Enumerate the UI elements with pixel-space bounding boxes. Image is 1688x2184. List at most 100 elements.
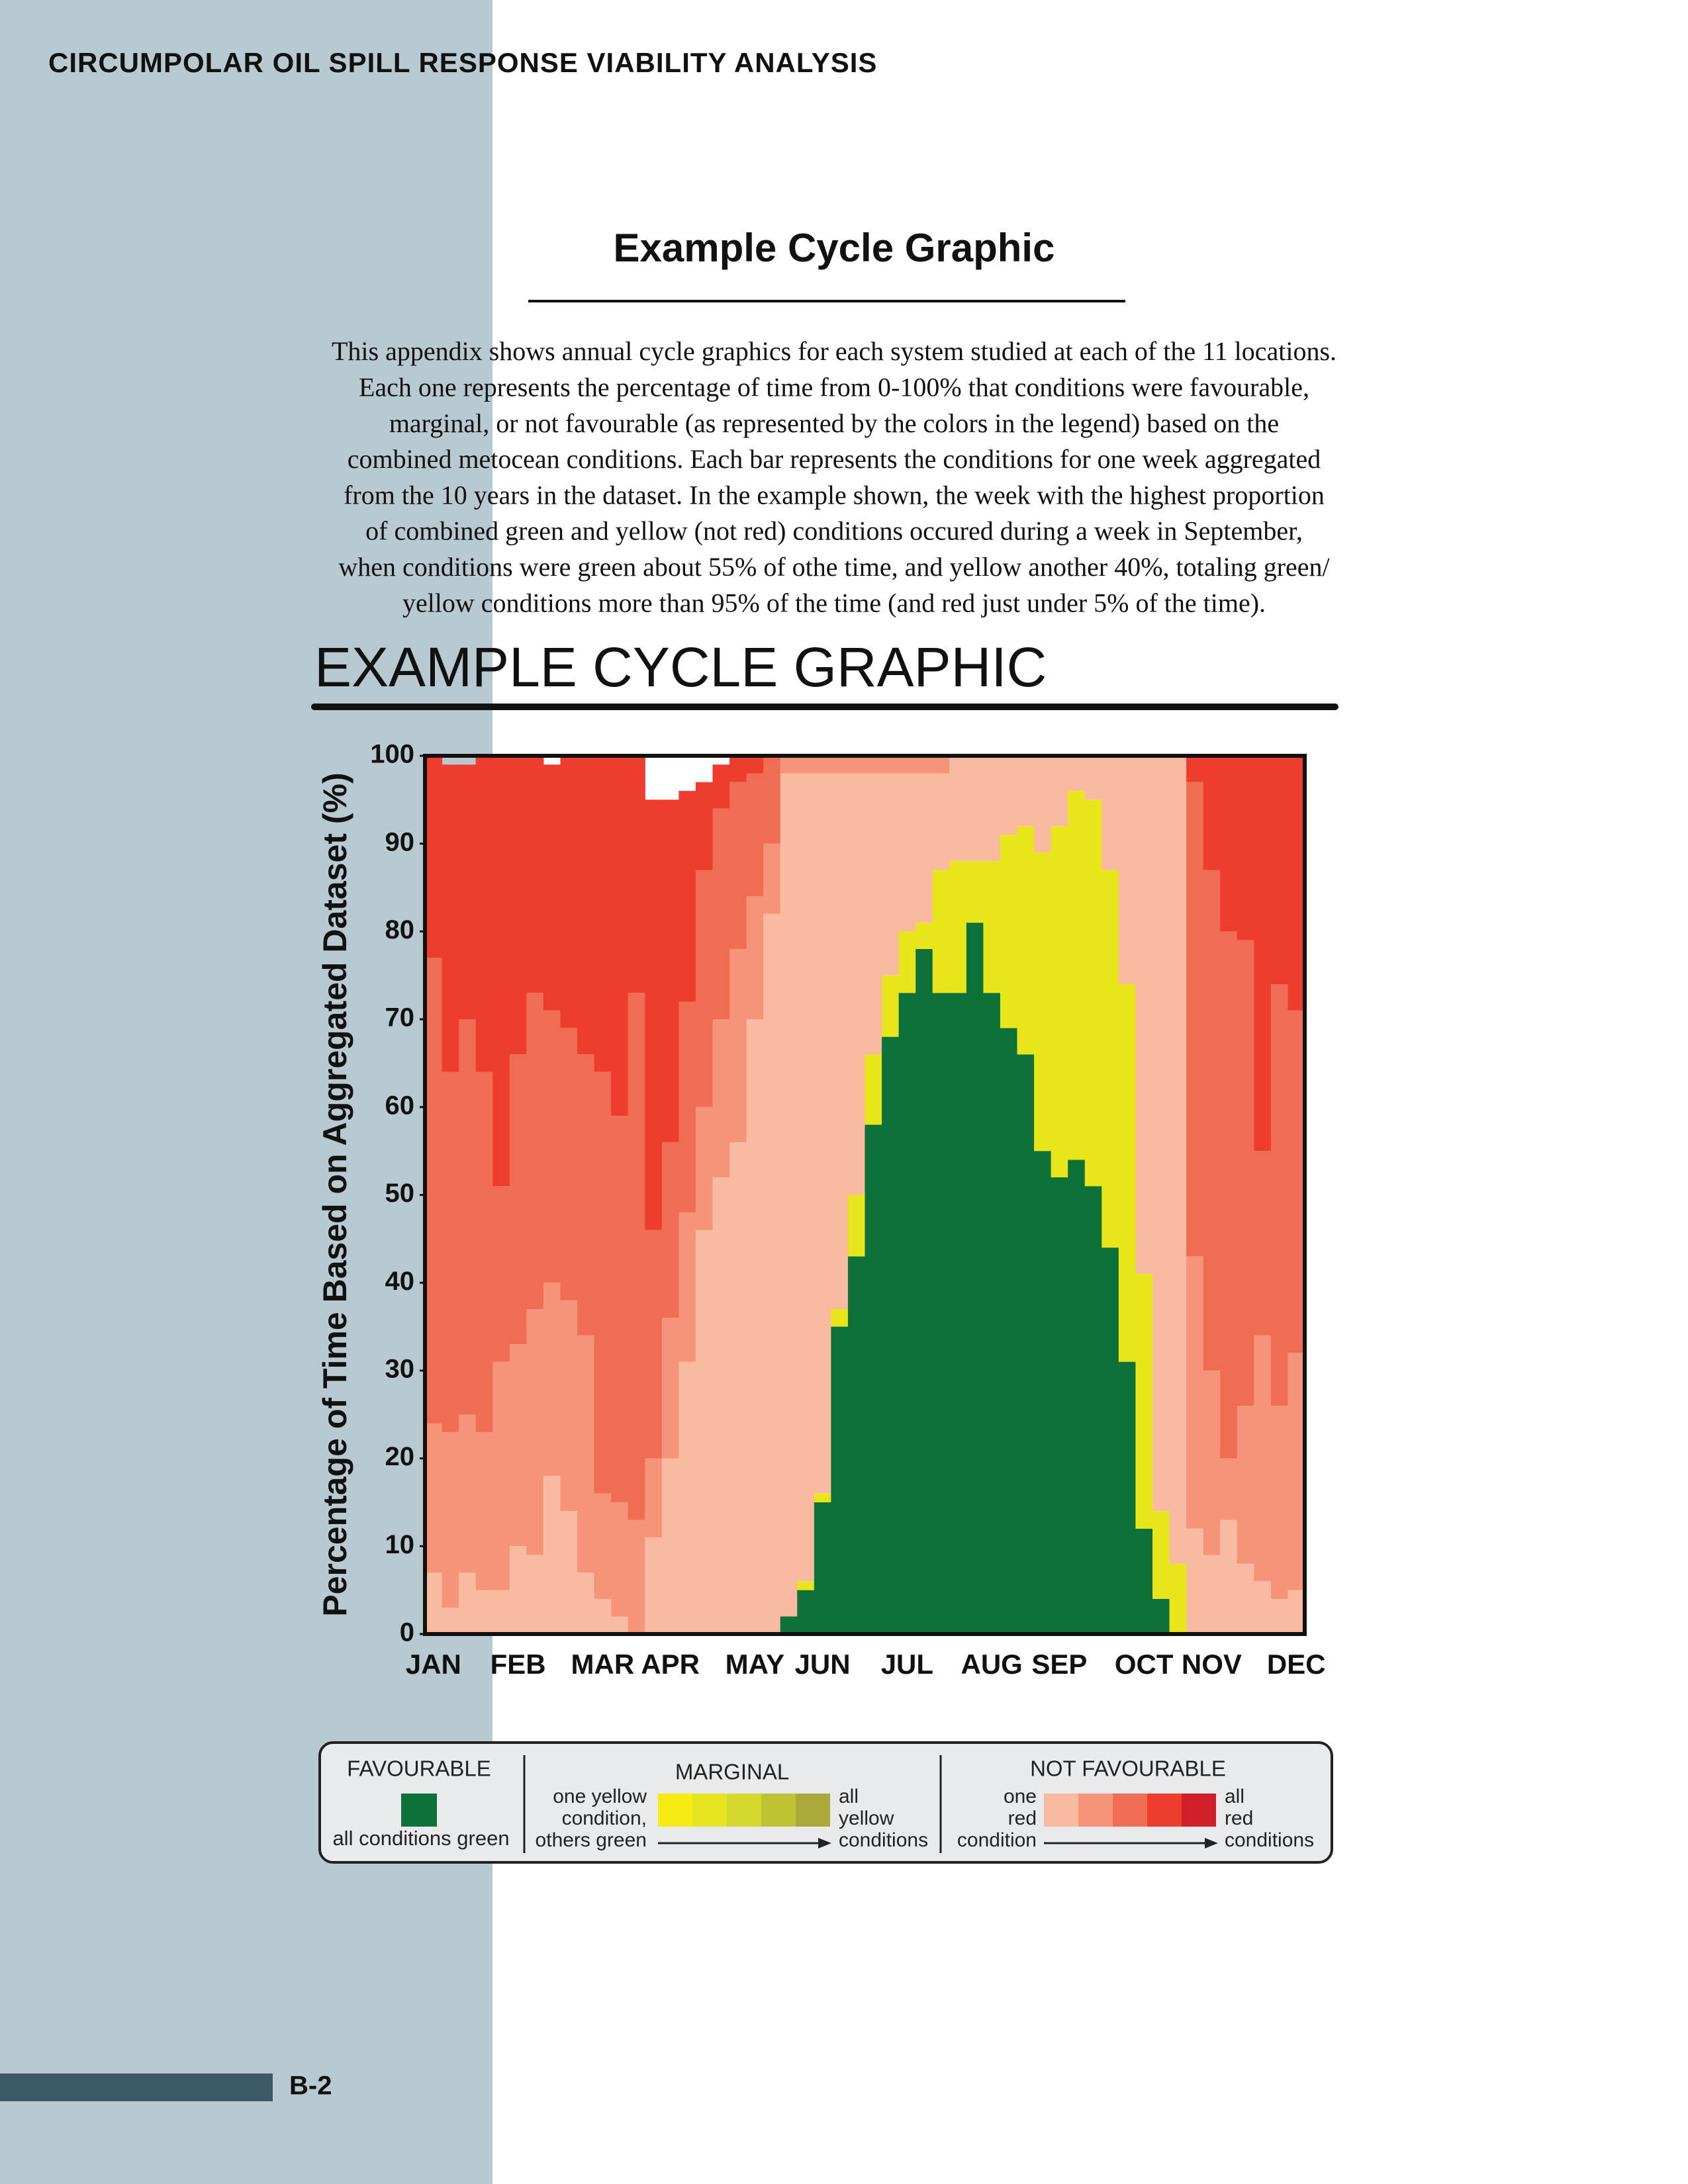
bar-segment — [814, 1502, 831, 1634]
bar-segment — [594, 1493, 612, 1599]
bar-segment — [780, 1616, 798, 1634]
intro-line: of combined green and yellow (not red) c… — [365, 516, 1303, 546]
bar-segment — [932, 870, 950, 993]
bar-segment — [1203, 870, 1221, 1371]
bar-segment — [1084, 799, 1102, 1187]
legend-caption: all — [1225, 1786, 1244, 1807]
bar-segment — [847, 756, 866, 774]
bar-segment — [577, 756, 595, 1055]
bar-segment — [679, 1212, 696, 1362]
bar-segment — [746, 756, 764, 774]
bar-segment — [577, 1054, 595, 1336]
bar-segment — [915, 756, 933, 774]
bar-segment — [746, 896, 764, 1020]
x-tick-label: AUG — [961, 1649, 1023, 1680]
bar-segment — [425, 756, 443, 958]
bar-segment — [628, 993, 645, 1520]
x-tick-label: DEC — [1267, 1649, 1326, 1680]
bar-segment — [882, 975, 900, 1037]
bar-segment — [492, 1186, 510, 1362]
bar-segment — [729, 756, 747, 782]
bar-segment — [1068, 791, 1086, 1160]
bar-segment — [797, 773, 815, 1582]
bar-segment — [1237, 1405, 1254, 1564]
bar-segment — [1270, 1405, 1289, 1599]
bar-segment — [1288, 1353, 1305, 1590]
bar-segment — [763, 756, 781, 844]
bar-segment — [966, 861, 984, 923]
bar-segment — [645, 1230, 663, 1459]
bar-segment — [763, 913, 781, 1634]
bar-segment — [509, 1344, 527, 1547]
bar-segment — [1017, 826, 1035, 1055]
bar-segment — [712, 764, 730, 809]
bar-segment — [459, 764, 477, 1020]
legend-swatch — [658, 1794, 692, 1827]
bar-segment — [1203, 1555, 1221, 1634]
legend-caption: red — [1008, 1807, 1037, 1829]
bar-segment — [1152, 1511, 1170, 1599]
bar-segment — [695, 1230, 714, 1634]
legend-swatch — [401, 1794, 437, 1827]
y-tick-label: 70 — [385, 1003, 415, 1032]
bar-segment — [1051, 826, 1068, 1177]
legend-title: NOT FAVOURABLE — [1030, 1756, 1226, 1781]
bar-segment — [1186, 1528, 1204, 1634]
legend-caption: others green — [536, 1829, 647, 1851]
bar-segment — [509, 1546, 527, 1634]
bar-segment — [1203, 756, 1221, 870]
bar-segment — [442, 764, 459, 1072]
bar-segment — [1000, 756, 1018, 835]
bar-segment — [847, 1195, 866, 1257]
legend-caption: conditions — [839, 1829, 928, 1851]
bar-segment — [459, 1414, 477, 1573]
bar-segment — [1288, 1590, 1305, 1634]
bar-segment — [1102, 756, 1119, 870]
bar-segment — [949, 756, 967, 862]
bar-segment — [628, 756, 645, 993]
intro-line: Each one represents the percentage of ti… — [359, 372, 1309, 402]
legend-arrowhead — [818, 1838, 831, 1848]
bar-segment — [475, 1432, 493, 1590]
bar-segment — [898, 773, 916, 932]
bar-segment — [1169, 1563, 1187, 1634]
bar-segment — [459, 1572, 477, 1634]
bar-segment — [577, 1335, 595, 1573]
legend-caption: all conditions green — [332, 1827, 509, 1850]
bar-segment — [712, 1019, 730, 1177]
bar-segment — [425, 1423, 443, 1573]
bar-segment — [797, 1581, 815, 1590]
bar-segment — [594, 1598, 612, 1634]
bar-segment — [1237, 1563, 1254, 1634]
bar-segment — [1270, 984, 1289, 1406]
bar-segment — [1254, 1151, 1272, 1336]
bar-segment — [966, 923, 984, 1634]
y-tick-label: 80 — [385, 915, 415, 944]
bar-segment — [577, 1572, 595, 1634]
bar-segment — [1237, 756, 1254, 940]
y-tick-label: 90 — [385, 827, 415, 856]
bar-segment — [543, 764, 561, 1011]
bar-segment — [661, 799, 679, 1142]
bar-segment — [746, 773, 764, 897]
bar-segment — [1084, 756, 1102, 800]
intro-line: when conditions were green about 55% of … — [338, 552, 1330, 582]
bar-segment — [1118, 1361, 1137, 1634]
bar-segment — [814, 773, 831, 1494]
legend-swatch — [796, 1794, 830, 1827]
x-tick-label: FEB — [491, 1649, 546, 1680]
bar-segment — [932, 756, 950, 774]
bar-segment — [492, 756, 510, 1187]
bar-segment — [425, 1572, 443, 1634]
y-tick-label: 100 — [370, 740, 414, 769]
bar-segment — [729, 782, 747, 949]
intro-line: from the 10 years in the dataset. In the… — [344, 480, 1325, 510]
bar-segment — [1152, 1598, 1170, 1634]
y-tick-label: 0 — [400, 1618, 414, 1647]
plot — [425, 756, 1305, 1634]
bar-segment — [797, 1590, 815, 1634]
bar-segment — [475, 1071, 493, 1432]
legend-caption: red — [1225, 1807, 1253, 1829]
bar-segment — [882, 756, 900, 774]
